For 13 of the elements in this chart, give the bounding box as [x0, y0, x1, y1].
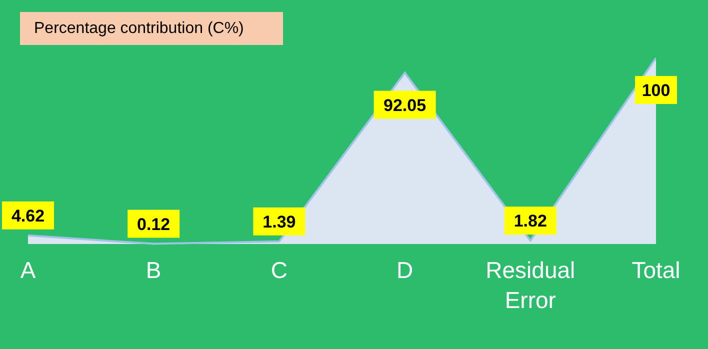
data-label: 1.82: [514, 212, 547, 231]
data-label: 4.62: [11, 206, 45, 226]
x-tick-label: D: [396, 257, 414, 283]
x-tick-label: C: [270, 257, 288, 283]
chart-title: Percentage contribution (C%): [20, 12, 283, 45]
data-label: 1.39: [262, 212, 296, 232]
x-tick-label: A: [20, 257, 36, 283]
x-tick-label: Total: [632, 257, 680, 283]
data-label: 0.12: [137, 214, 170, 234]
data-label: 100: [642, 81, 670, 100]
x-tick-label: B: [146, 257, 162, 283]
x-tick-label: Residual Error: [486, 257, 576, 313]
data-label: 92.05: [384, 96, 426, 115]
